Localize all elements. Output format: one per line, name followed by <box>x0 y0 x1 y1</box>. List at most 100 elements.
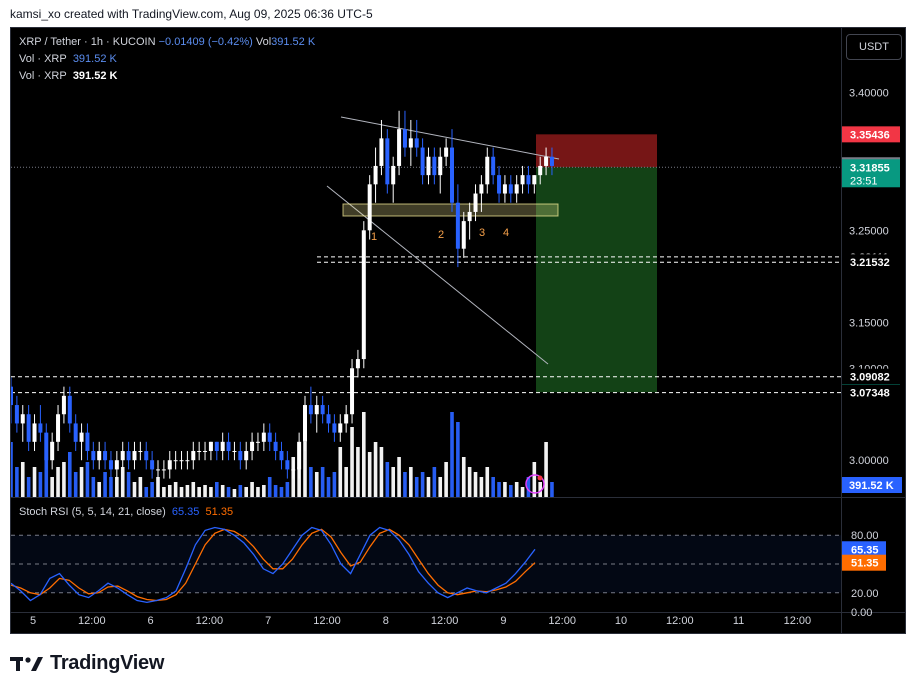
volume-bar <box>144 487 149 497</box>
price-tag-label: 3.21532 <box>850 257 890 269</box>
candle-body <box>126 451 131 461</box>
candle-body <box>144 451 149 461</box>
volume-bar <box>173 482 178 497</box>
volume-bar <box>132 482 137 497</box>
volume-bar <box>485 467 490 497</box>
volume-bar <box>220 485 225 497</box>
time-tick-label: 7 <box>265 615 271 627</box>
candle-body <box>67 395 72 424</box>
time-tick-label: 12:00 <box>666 615 694 627</box>
time-tick-label: 8 <box>383 615 389 627</box>
price-tag <box>842 159 900 188</box>
volume-bar <box>326 477 331 497</box>
volume-bar <box>167 485 172 497</box>
candle-body <box>11 386 13 406</box>
volume-bar <box>473 472 478 497</box>
volume-bar <box>426 477 431 497</box>
price-tag <box>842 384 900 401</box>
candle-body <box>502 184 507 194</box>
chart-canvas[interactable]: 12343.450003.400003.250003.150003.100003… <box>11 28 906 634</box>
candle-body <box>338 423 343 433</box>
stoch-d-line <box>11 528 536 602</box>
candle-body <box>91 451 96 461</box>
stop-loss-zone <box>536 134 657 168</box>
candle-body <box>467 211 472 222</box>
symbol-title[interactable]: XRP / Tether · 1h · KUCOIN <box>19 36 156 48</box>
candle-body <box>20 414 25 424</box>
volume-bar <box>373 442 378 497</box>
volume-bar <box>526 477 531 497</box>
candle-body <box>461 221 466 249</box>
candle-body <box>350 368 355 415</box>
candle-body <box>56 414 61 442</box>
candle-body <box>355 359 360 369</box>
candle-body <box>255 441 260 443</box>
candle-body <box>438 156 443 176</box>
candle-body <box>314 405 319 415</box>
candle-body <box>397 129 402 166</box>
candle-body <box>97 451 102 461</box>
volume-tag <box>842 477 902 493</box>
volume-bar <box>338 447 343 497</box>
candle-body <box>150 460 155 470</box>
candle-body <box>414 138 419 148</box>
volume-bar <box>209 487 213 497</box>
volume-bar <box>362 412 366 497</box>
candle-body <box>108 460 113 470</box>
candle-body <box>114 460 119 470</box>
candle-body <box>297 441 302 470</box>
currency-button[interactable]: USDT <box>846 34 902 60</box>
volume-bar <box>444 462 448 497</box>
time-tick-label: 11 <box>733 615 744 627</box>
candle-body <box>402 129 407 148</box>
time-tick-label: 12:00 <box>784 615 812 627</box>
candle-body <box>455 202 460 249</box>
symbol-legend: XRP / Tether · 1h · KUCOIN −0.01409 (−0.… <box>19 36 315 48</box>
stoch-d-value: 51.35 <box>205 506 234 518</box>
volume-bar <box>32 467 37 497</box>
tradingview-logo[interactable]: TradingView <box>10 652 164 675</box>
volume-bar <box>126 472 131 497</box>
volume-bar <box>197 487 201 497</box>
volume-tag-label: 391.52 K <box>849 480 894 492</box>
candle-body <box>214 441 219 452</box>
volume-bar <box>162 487 166 497</box>
volume-bar <box>179 487 184 497</box>
volume-bar <box>520 487 525 497</box>
volume-bar <box>203 485 207 497</box>
volume-bar <box>397 457 401 497</box>
volume-bar <box>479 477 484 497</box>
volume-bar <box>262 485 266 497</box>
time-tick-label: 9 <box>500 615 506 627</box>
candle-body <box>426 156 431 176</box>
candle-body <box>303 405 307 442</box>
price-change: −0.01409 (−0.42%) <box>158 36 253 48</box>
volume-bar <box>379 447 384 497</box>
wave-label: 2 <box>438 229 444 241</box>
candle-body <box>220 441 225 452</box>
candle-body <box>444 147 449 157</box>
candle-body <box>32 423 37 442</box>
candle-body <box>544 156 549 166</box>
candle-body <box>408 138 413 148</box>
stoch-tick-label: 80.00 <box>851 530 879 542</box>
volume-legend-label: Vol · XRP <box>19 53 67 65</box>
volume-bar <box>491 477 495 497</box>
candle-body <box>538 165 543 176</box>
chart-frame[interactable]: 12343.450003.400003.250003.150003.100003… <box>10 27 906 634</box>
volume-bar <box>273 485 278 497</box>
volume-bar <box>350 427 354 497</box>
candle-body <box>156 469 160 471</box>
candle-body <box>232 451 237 453</box>
volume-legend-value: 391.52 K <box>72 70 118 82</box>
volume-bar <box>185 485 190 497</box>
volume-bar <box>73 472 78 497</box>
alert-dot-icon <box>537 475 543 481</box>
volume-bar <box>232 489 237 497</box>
volume-bar <box>150 482 154 497</box>
candle-body <box>361 230 366 360</box>
stoch-rsi-label[interactable]: Stoch RSI (5, 5, 14, 21, close) <box>19 506 166 518</box>
volume-bar <box>11 442 13 497</box>
volume-bar <box>85 462 90 497</box>
take-profit-zone <box>536 167 657 393</box>
